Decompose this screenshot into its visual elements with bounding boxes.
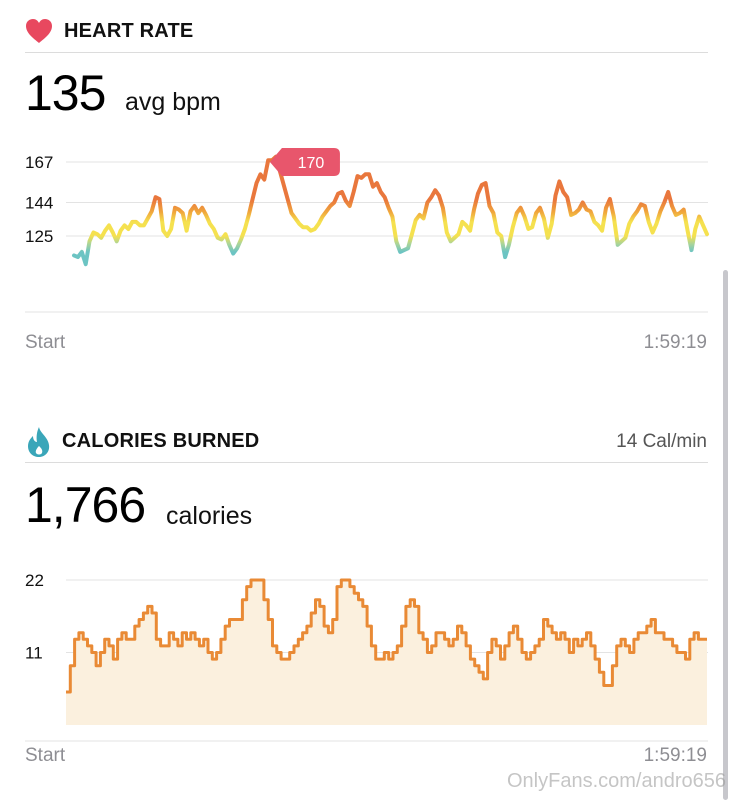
heart-rate-x-start: Start [25,332,66,353]
calories-title: CALORIES BURNED [62,430,260,452]
calories-series-line [66,578,707,694]
heart-rate-y-tick: 167 [25,153,53,172]
flame-shape [28,427,50,457]
calories-rate: 14 Cal/min [616,431,707,452]
heart-rate-average-unit: avg bpm [125,88,221,116]
calories-total: 1,766 [25,477,146,533]
calories-x-start: Start [25,745,66,766]
calories-divider [25,462,708,463]
peak-badge-shape [269,148,340,176]
peak-badge-label: 170 [298,155,325,172]
heart-rate-y-tick: 144 [25,194,53,213]
peak-badge: 170 [269,148,340,176]
watermark: OnlyFans.com/andro656 [506,770,726,792]
calories-y-tick: 22 [25,571,44,590]
heart-rate-y-tick: 125 [25,227,53,246]
heart-rate-title: HEART RATE [64,20,194,42]
calories-chart: 11 22 [25,571,708,742]
heart-rate-chart: 125 144 167 170 [25,148,709,313]
heart-rate-divider [25,52,708,53]
heart-shape [26,19,52,43]
calories-x-end: 1:59:19 [643,745,707,766]
heart-icon [26,19,52,43]
heart-rate-average: 135 [25,65,106,121]
calories-y-tick: 11 [25,644,43,663]
heart-rate-x-end: 1:59:19 [643,332,707,353]
calories-total-unit: calories [166,502,253,530]
flame-icon [28,427,50,457]
flame-inner [35,446,43,455]
scrollbar[interactable] [723,270,728,800]
heart-rate-series-line [72,154,709,267]
